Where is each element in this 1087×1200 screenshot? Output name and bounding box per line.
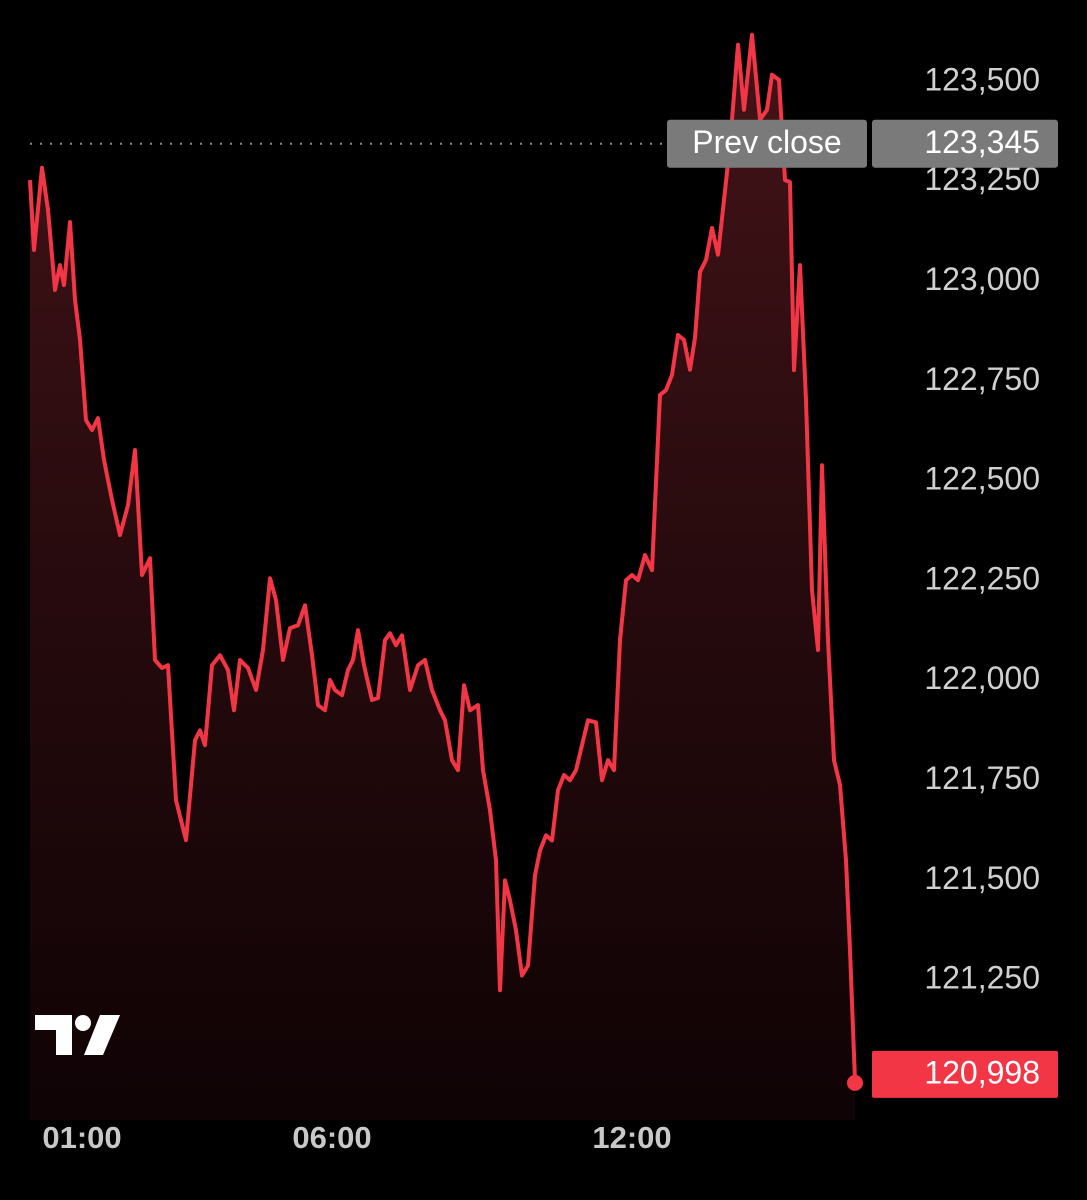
x-tick-label: 12:00: [592, 1120, 671, 1155]
y-tick-label: 122,750: [924, 361, 1040, 397]
prev-close-value-box: [872, 119, 1058, 168]
y-tick-label: 123,500: [924, 61, 1040, 97]
last-price-dot: [847, 1074, 863, 1091]
y-tick-label: 122,500: [924, 461, 1040, 497]
prev-close-text: Prev close: [692, 124, 841, 160]
price-line: [28, 32, 857, 1081]
plot-area: [28, 32, 857, 1121]
labels: 123,500123,250123,000122,750122,500122,2…: [42, 61, 1058, 1155]
x-tick-label: 06:00: [292, 1120, 371, 1155]
y-tick-label: 122,250: [924, 560, 1040, 596]
area: [30, 34, 855, 1121]
x-tick-label: 01:00: [42, 1120, 121, 1155]
prev-close-box: [667, 119, 867, 168]
y-tick-label: 123,000: [924, 261, 1040, 297]
y-tick-label: 122,000: [924, 660, 1040, 696]
last-price-box: [872, 1050, 1058, 1098]
last-price-label: 120,998: [924, 1054, 1040, 1090]
y-tick-label: 121,750: [924, 760, 1040, 796]
prev-close-value: 123,345: [924, 124, 1040, 160]
y-tick-label: 121,250: [924, 960, 1040, 996]
y-tick-label: 121,500: [924, 860, 1040, 896]
logo: [35, 1015, 120, 1055]
